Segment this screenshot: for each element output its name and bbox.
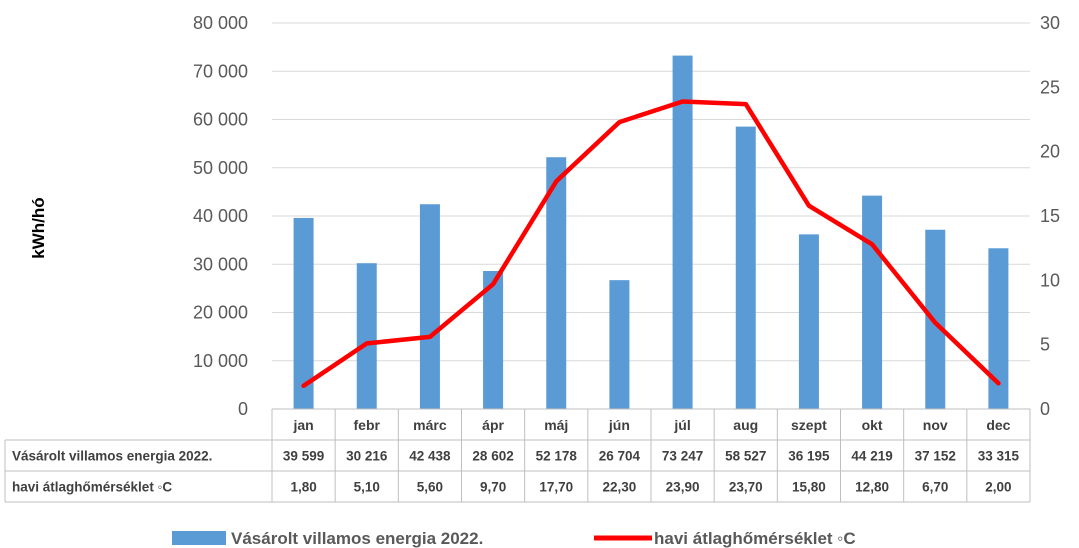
bar	[356, 263, 377, 409]
table-cell: 5,60	[417, 480, 443, 495]
y2-tick-label: 5	[1040, 335, 1050, 355]
legend-label-line: havi átlaghőmérséklet ◦C	[654, 529, 856, 548]
table-cell: 36 195	[788, 449, 830, 464]
bar	[546, 157, 567, 409]
y-tick-label: 0	[238, 399, 248, 419]
category-label: nov	[923, 417, 948, 433]
y-tick-label: 70 000	[193, 61, 248, 81]
bar	[798, 234, 819, 409]
bar	[862, 195, 883, 409]
category-label: dec	[986, 417, 1010, 433]
table-cell: 58 527	[725, 449, 766, 464]
y2-tick-label: 0	[1040, 399, 1050, 419]
table-cell: 23,70	[729, 480, 763, 495]
table-cell: 28 602	[472, 449, 513, 464]
category-label: júl	[673, 417, 690, 433]
category-label: ápr	[482, 417, 504, 433]
y2-tick-label: 10	[1040, 270, 1060, 290]
table-cell: 17,70	[539, 480, 573, 495]
table-cell: 42 438	[409, 449, 451, 464]
y2-tick-label: 25	[1040, 77, 1060, 97]
table-cell: 2,00	[985, 480, 1011, 495]
category-label: márc	[413, 417, 447, 433]
bar	[483, 270, 504, 409]
legend: Vásárolt villamos energia 2022. havi átl…	[172, 529, 856, 548]
y-tick-label: 80 000	[193, 13, 248, 33]
table-cell: 23,90	[666, 480, 700, 495]
category-label: aug	[733, 417, 758, 433]
table-cell: 44 219	[851, 449, 892, 464]
y-tick-label: 20 000	[193, 303, 248, 323]
data-table: jan febr márc ápr máj jún júl aug szept okt nov dec…	[4, 408, 1031, 503]
bar	[419, 204, 440, 409]
line-series	[301, 99, 1001, 389]
category-label: jún	[608, 417, 630, 433]
table-cell: 9,70	[480, 480, 506, 495]
y-axis-ticks: 0 10 000 20 000 30 000 40 000 50 000 60 000 70 …	[193, 13, 248, 419]
y2-tick-label: 15	[1040, 206, 1060, 226]
bar	[672, 55, 693, 410]
category-label: jan	[292, 417, 313, 433]
table-row-label: havi átlaghőmérséklet ◦C	[12, 480, 172, 495]
bar	[293, 217, 314, 409]
line-path	[301, 99, 1001, 389]
table-cell: 73 247	[662, 449, 703, 464]
gridlines	[272, 22, 1030, 362]
table-cell: 5,10	[354, 480, 380, 495]
bar	[735, 126, 756, 409]
table-cell: 15,80	[792, 480, 826, 495]
table-cell: 30 216	[346, 449, 388, 464]
y-tick-label: 60 000	[193, 110, 248, 130]
y-tick-label: 40 000	[193, 206, 248, 226]
category-label: szept	[791, 417, 827, 433]
y2-axis-ticks: 0 5 10 15 20 25 30	[1040, 13, 1060, 419]
legend-label-bar: Vásárolt villamos energia 2022.	[231, 529, 483, 548]
table-cell: 37 152	[915, 449, 956, 464]
table-cell: 33 315	[978, 449, 1020, 464]
table-cell: 52 178	[536, 449, 578, 464]
table-cell: 39 599	[283, 449, 324, 464]
table-cell: 12,80	[855, 480, 889, 495]
y-tick-label: 50 000	[193, 158, 248, 178]
y2-tick-label: 20	[1040, 142, 1060, 162]
table-row-label: Vásárolt villamos energia 2022.	[12, 449, 212, 464]
bar	[988, 248, 1009, 409]
table-cell: 22,30	[603, 480, 637, 495]
category-label: febr	[354, 417, 381, 433]
bar-series	[293, 55, 1009, 410]
legend-swatch-bar	[172, 531, 226, 545]
y-tick-label: 10 000	[193, 351, 248, 371]
category-label: máj	[544, 417, 568, 433]
table-cell: 6,70	[922, 480, 948, 495]
bar	[609, 280, 630, 409]
table-cell: 1,80	[290, 480, 316, 495]
y-axis-label: kWh/hó	[29, 197, 48, 258]
y2-tick-label: 30	[1040, 13, 1060, 33]
table-cell: 26 704	[599, 449, 641, 464]
category-label: okt	[862, 417, 883, 433]
y-tick-label: 30 000	[193, 254, 248, 274]
